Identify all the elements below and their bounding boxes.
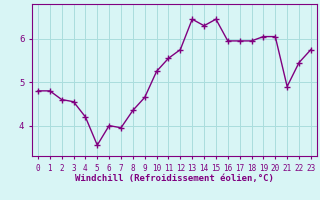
- X-axis label: Windchill (Refroidissement éolien,°C): Windchill (Refroidissement éolien,°C): [75, 174, 274, 183]
